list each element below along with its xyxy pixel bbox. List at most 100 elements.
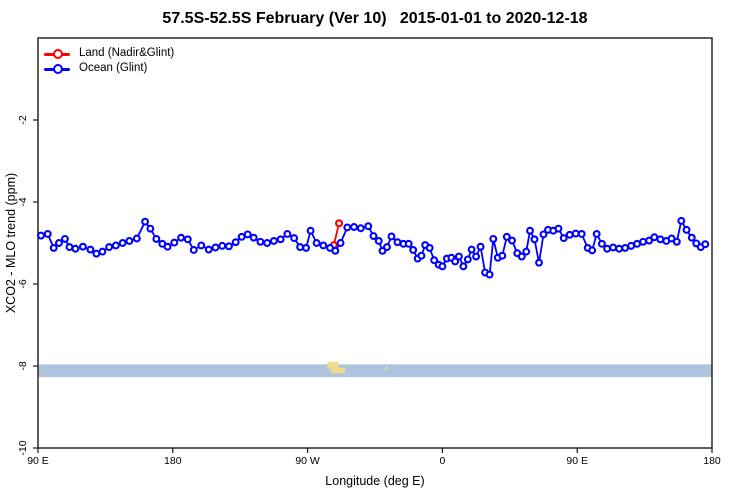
map-strip-ocean-band xyxy=(38,364,712,378)
plot-border xyxy=(37,37,713,449)
ocean-series-point xyxy=(656,235,665,244)
ocean-series-point xyxy=(312,239,321,247)
ocean-series-point xyxy=(152,234,161,243)
ocean-series-point xyxy=(65,243,74,252)
map-strip-land-patch xyxy=(330,367,346,374)
ocean-series-point xyxy=(667,234,676,243)
ocean-series-point xyxy=(687,233,696,242)
ocean-series-point xyxy=(343,223,352,232)
legend-label-ocean: Ocean (Glint) xyxy=(79,62,148,74)
ocean-series-point xyxy=(454,252,463,261)
ocean-series-point xyxy=(350,223,358,231)
ocean-series-point xyxy=(231,238,240,247)
ocean-series-point xyxy=(55,239,63,247)
ocean-series-point xyxy=(86,245,95,254)
ocean-series-point xyxy=(61,234,69,243)
ocean-series-point xyxy=(597,239,606,248)
ocean-series-point xyxy=(111,241,120,250)
ocean-series-point xyxy=(132,234,141,243)
ocean-series-point xyxy=(459,262,468,271)
y-tick-label: -6 xyxy=(17,279,29,288)
ocean-series-point xyxy=(249,233,258,242)
ocean-series-point xyxy=(526,226,534,235)
ocean-series-point xyxy=(170,238,179,247)
ocean-series-point xyxy=(633,239,642,248)
ocean-series-point xyxy=(393,238,402,247)
ocean-series-point xyxy=(356,224,365,233)
ocean-series-point xyxy=(417,251,426,260)
ocean-series-point xyxy=(559,234,568,243)
ocean-series-point xyxy=(621,243,630,252)
ocean-series-point xyxy=(639,237,648,246)
ocean-series-point xyxy=(37,231,45,240)
ocean-series-point xyxy=(283,230,292,238)
ocean-series-point xyxy=(237,232,246,241)
ocean-series-point xyxy=(364,222,373,231)
ocean-series-point xyxy=(319,241,328,250)
map-strip-land-patch xyxy=(327,361,339,369)
ocean-series-point xyxy=(177,233,185,242)
ocean-series-point xyxy=(530,235,539,244)
ocean-series-point xyxy=(276,235,285,244)
ocean-series-point xyxy=(627,241,636,250)
ocean-series-point xyxy=(336,239,345,247)
ocean-series-point xyxy=(43,230,52,238)
ocean-series-point xyxy=(374,237,383,245)
ocean-series-point xyxy=(463,255,472,264)
ocean-series-point xyxy=(369,232,378,240)
ocean-series-point xyxy=(535,258,543,267)
ocean-series-point xyxy=(592,230,601,238)
legend-item-ocean: Ocean (Glint) xyxy=(44,61,174,76)
ocean-series-point xyxy=(125,237,134,245)
land-series-point-top xyxy=(335,219,344,228)
ocean-series-point xyxy=(302,243,311,252)
ocean-series-point xyxy=(225,242,233,251)
map-strip-land-patch xyxy=(385,366,388,371)
ocean-series-point xyxy=(92,249,101,258)
x-axis-title: Longitude (deg E) xyxy=(325,474,425,488)
ocean-series-point xyxy=(49,243,58,252)
ocean-series-point xyxy=(650,233,659,242)
ocean-series-point xyxy=(554,224,563,233)
ocean-series-point xyxy=(701,240,710,249)
ocean-series-point xyxy=(98,247,107,256)
ocean-series-point xyxy=(105,243,114,252)
ocean-series-point xyxy=(430,256,439,265)
ocean-series-point xyxy=(476,242,485,251)
ocean-series-point xyxy=(489,234,498,243)
ocean-series-point xyxy=(189,246,198,254)
ocean-series-point xyxy=(306,226,315,235)
ocean-series-sample-icon xyxy=(44,61,70,76)
y-tick-label: -10 xyxy=(17,440,29,455)
ocean-series-point xyxy=(508,236,516,245)
ocean-series-point xyxy=(211,243,220,252)
ocean-series-point xyxy=(438,262,447,271)
ocean-series-point xyxy=(682,225,691,234)
ocean-series-point xyxy=(296,243,305,252)
x-tick-label: 90 E xyxy=(27,455,49,467)
land-series-sample-icon xyxy=(44,46,70,61)
ocean-series-point xyxy=(588,246,597,255)
x-tick-label: 0 xyxy=(439,455,445,467)
ocean-series-point xyxy=(163,242,172,251)
ocean-series-point xyxy=(263,239,272,247)
chart-title: 57.5S-52.5S February (Ver 10) 2015-01-01… xyxy=(162,10,588,27)
ocean-series-point xyxy=(539,230,548,239)
ocean-series-point xyxy=(677,216,686,225)
ocean-series-point xyxy=(243,230,252,239)
ocean-series-point xyxy=(451,257,460,266)
ocean-series-point xyxy=(565,230,574,239)
y-tick-label: -8 xyxy=(17,361,29,370)
ocean-series-point xyxy=(256,237,265,246)
ocean-series-point xyxy=(197,241,206,250)
ocean-series-point xyxy=(522,247,531,256)
ocean-series-point xyxy=(472,252,481,261)
legend-item-land: Land (Nadir&Glint) xyxy=(44,46,174,61)
y-tick-label: -2 xyxy=(17,115,29,124)
ocean-series-point xyxy=(485,270,494,279)
ocean-series-point xyxy=(609,243,618,252)
ocean-series-point xyxy=(502,232,511,241)
ocean-series-point xyxy=(498,251,507,260)
